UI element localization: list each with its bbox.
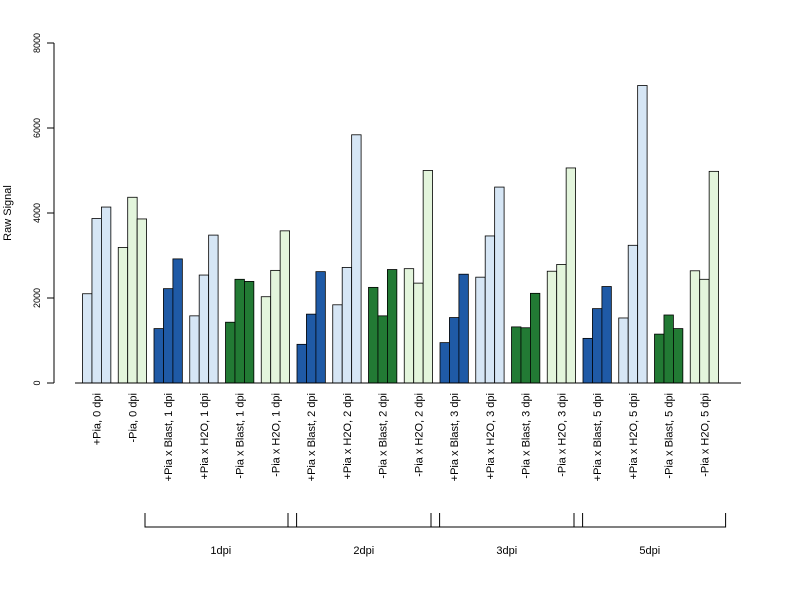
bar: [270, 269, 281, 384]
x-tick-label: +Pia x H2O, 5 dpi: [628, 393, 640, 480]
x-tick-label: -Pia x H2O, 1 dpi: [270, 393, 282, 477]
bar: [601, 286, 612, 384]
bar: [484, 235, 496, 384]
day-bracket-label: 5dpi: [639, 545, 660, 557]
bar: [654, 333, 665, 384]
x-tick-label: +Pia x H2O, 1 dpi: [199, 393, 211, 480]
bar: [91, 218, 102, 384]
bar: [546, 270, 558, 384]
bar: [449, 317, 460, 384]
bar: [592, 308, 603, 384]
day-bracket-label: 3dpi: [496, 545, 517, 557]
bar: [530, 292, 541, 384]
bar: [172, 258, 183, 384]
bar: [243, 281, 255, 384]
bar: [306, 313, 317, 384]
bar: [208, 234, 219, 384]
x-tick-label: +Pia x Blast, 2 dpi: [306, 393, 318, 481]
bar: [377, 315, 388, 384]
y-tick-label: 6000: [32, 118, 42, 138]
bar: [475, 276, 486, 384]
bar: [368, 286, 379, 384]
day-brackets: 1dpi 2dpi 3dpi 5dpi: [144, 513, 727, 557]
bar: [494, 186, 505, 384]
bar: [136, 218, 147, 384]
y-tick-label: 2000: [32, 288, 42, 308]
x-tick-label: +Pia x H2O, 3 dpi: [485, 393, 497, 480]
x-tick-label: +Pia x Blast, 5 dpi: [592, 393, 604, 481]
bar: [153, 328, 164, 384]
bar: [279, 230, 290, 384]
x-tick-label: -Pia x H2O, 3 dpi: [556, 393, 568, 477]
y-axis: 0 2000 4000 6000 8000: [32, 33, 55, 386]
x-tick-label: -Pia x Blast, 2 dpi: [378, 393, 390, 479]
bar: [627, 244, 639, 384]
bar: [689, 270, 701, 384]
bar: [582, 337, 593, 384]
bar: [520, 327, 531, 384]
bar: [127, 196, 138, 384]
x-tick-label: +Pia, 0 dpi: [92, 393, 104, 445]
bar: [708, 170, 720, 384]
x-tick-label: +Pia x Blast, 3 dpi: [449, 393, 461, 481]
bar: [556, 264, 567, 384]
bars: [82, 85, 720, 384]
bar: [225, 321, 236, 384]
bar: [511, 326, 522, 384]
bar: [163, 288, 174, 384]
x-tick-label: -Pia x H2O, 2 dpi: [413, 393, 425, 477]
bar: [673, 328, 684, 384]
bar: [439, 342, 450, 384]
bar: [663, 314, 674, 384]
bar: [341, 266, 353, 384]
x-tick-label: -Pia, 0 dpi: [127, 393, 139, 443]
day-bracket: [430, 513, 584, 528]
bar: [117, 247, 129, 384]
x-tick-labels: +Pia, 0 dpi -Pia, 0 dpi +Pia x Blast, 1 dp…: [92, 393, 712, 481]
bar: [618, 317, 629, 384]
bar: [101, 206, 112, 384]
x-tick-label: -Pia x Blast, 1 dpi: [235, 393, 247, 479]
bar: [198, 274, 210, 384]
bar: [234, 278, 245, 384]
bar: [189, 315, 200, 384]
bar: [403, 268, 415, 384]
bar: [458, 273, 469, 384]
x-tick-label: +Pia x H2O, 2 dpi: [342, 393, 354, 480]
bar: [637, 85, 648, 384]
y-tick-label: 8000: [32, 33, 42, 53]
bar: [332, 304, 343, 384]
bar: [260, 296, 272, 384]
x-tick-label: +Pia x Blast, 1 dpi: [163, 393, 175, 481]
x-tick-label: -Pia x Blast, 3 dpi: [521, 393, 533, 479]
y-tick-label: 4000: [32, 203, 42, 223]
bar: [386, 269, 398, 384]
bar: [315, 271, 326, 384]
day-bracket: [287, 513, 441, 528]
day-bracket: [144, 513, 298, 528]
day-bracket: [573, 513, 727, 528]
day-bracket-label: 1dpi: [210, 545, 231, 557]
bar: [351, 134, 362, 384]
x-tick-label: -Pia x Blast, 5 dpi: [664, 393, 676, 479]
bar: [413, 282, 424, 384]
x-tick-label: -Pia x H2O, 5 dpi: [699, 393, 711, 477]
bar: [82, 293, 93, 384]
y-axis-label: Raw Signal: [2, 185, 14, 241]
bar: [699, 278, 710, 384]
y-tick-label: 0: [32, 380, 42, 385]
bar: [422, 170, 433, 384]
day-bracket-label: 2dpi: [353, 545, 374, 557]
bar: [565, 167, 577, 384]
bar: [296, 343, 307, 384]
